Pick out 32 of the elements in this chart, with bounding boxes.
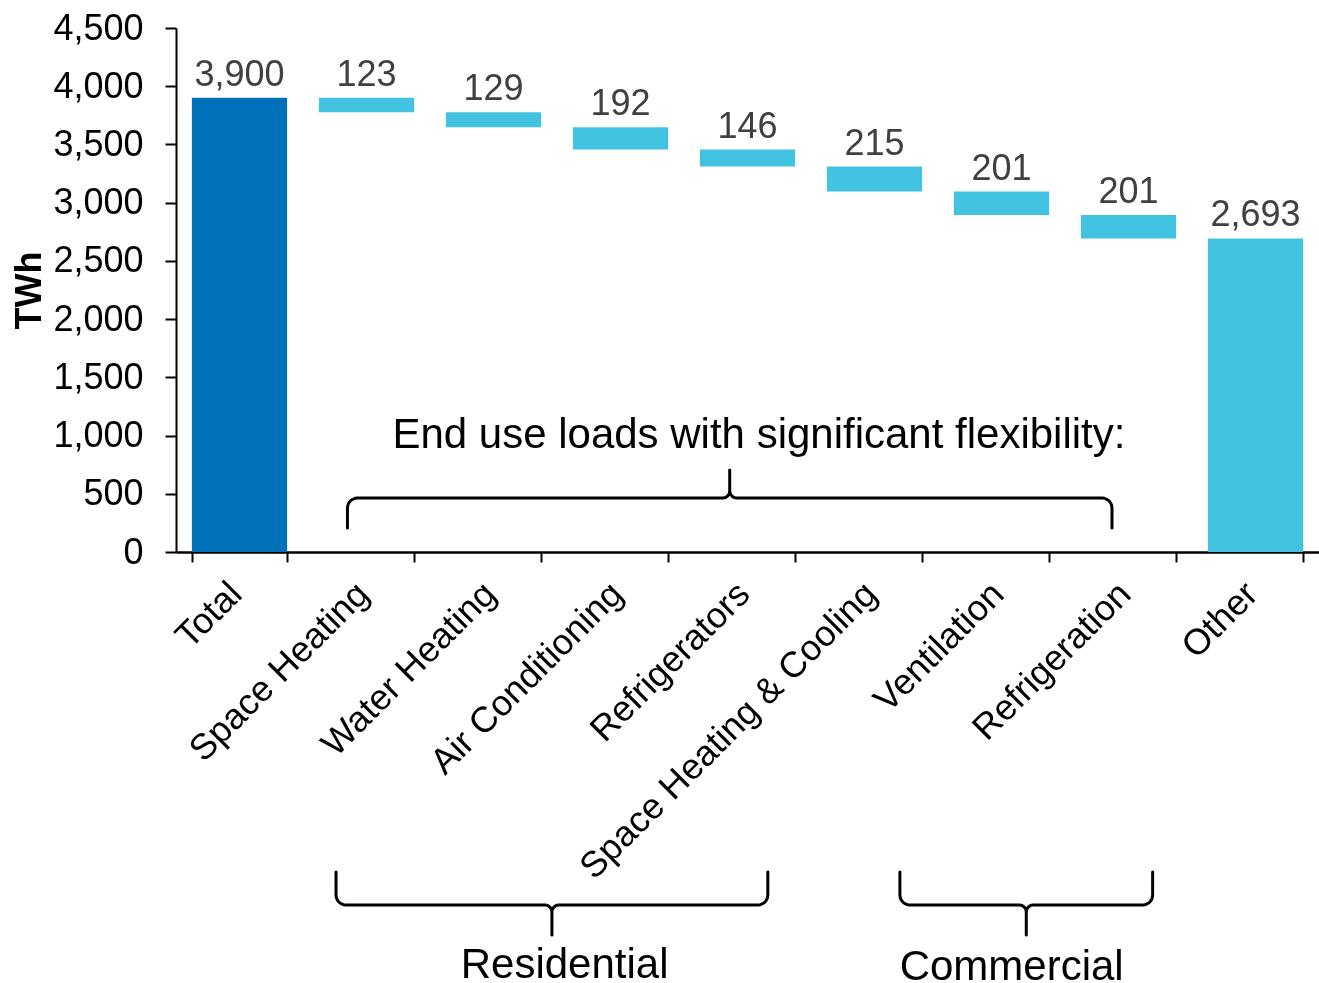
y-tick-label: 2,000 bbox=[53, 297, 144, 339]
data-label: 146 bbox=[717, 104, 778, 146]
data-label: 192 bbox=[590, 82, 651, 124]
bar bbox=[191, 97, 288, 552]
y-tick-label: 0 bbox=[123, 530, 144, 572]
data-label: 123 bbox=[336, 52, 397, 94]
y-tick-label: 1,000 bbox=[53, 414, 144, 456]
bar bbox=[953, 191, 1050, 216]
bar bbox=[318, 97, 415, 113]
text: Commercial bbox=[899, 942, 1124, 983]
annotation: End use loads with significant flexibility: bbox=[392, 410, 1126, 457]
data-label: 3,900 bbox=[194, 52, 285, 94]
data-label: 215 bbox=[844, 121, 905, 163]
y-tick-label: 500 bbox=[83, 472, 144, 514]
data-label: 129 bbox=[463, 67, 524, 109]
y-tick-label: 2,500 bbox=[53, 239, 144, 281]
y-tick-label: 4,500 bbox=[53, 6, 144, 48]
bar bbox=[826, 166, 923, 192]
bar bbox=[572, 127, 669, 150]
data-label: 201 bbox=[971, 146, 1032, 188]
data-label: 201 bbox=[1098, 170, 1159, 212]
bar bbox=[1207, 238, 1304, 552]
y-axis-title: TWh bbox=[8, 251, 50, 330]
data-label: 2,693 bbox=[1210, 193, 1301, 235]
bar bbox=[1080, 215, 1177, 239]
text: Residential bbox=[460, 940, 669, 983]
y-tick-label: 3,000 bbox=[53, 181, 144, 223]
bar bbox=[445, 112, 542, 128]
y-tick-label: 1,500 bbox=[53, 355, 144, 397]
y-tick-label: 3,500 bbox=[53, 122, 144, 164]
bar bbox=[699, 149, 796, 167]
y-tick-label: 4,000 bbox=[53, 64, 144, 106]
